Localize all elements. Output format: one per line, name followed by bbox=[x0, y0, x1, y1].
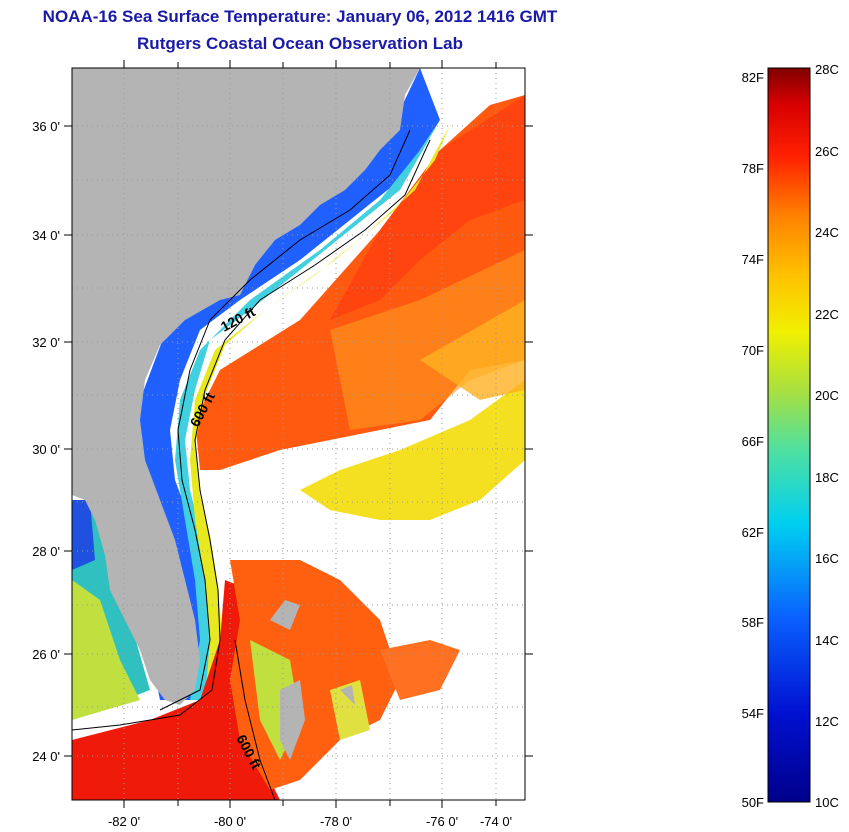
land-southeast-us bbox=[72, 68, 420, 705]
map-title: NOAA-16 Sea Surface Temperature: January… bbox=[42, 7, 558, 26]
lon-label: -80 0' bbox=[214, 814, 246, 829]
c-label: 14C bbox=[815, 633, 839, 648]
contour-120ft bbox=[159, 129, 411, 711]
lat-label: 34 0' bbox=[32, 228, 60, 243]
sst-offshore-yellow bbox=[300, 380, 525, 520]
lat-label: 26 0' bbox=[32, 647, 60, 662]
latitude-labels: 36 0' 34 0' 32 0' 30 0' 28 0' 26 0' 24 0… bbox=[32, 119, 60, 764]
lon-label: -74 0' bbox=[480, 814, 512, 829]
map-ticks bbox=[64, 60, 533, 808]
lat-label: 30 0' bbox=[32, 442, 60, 457]
f-label: 58F bbox=[742, 615, 764, 630]
colorbar-celsius-labels: 28C 26C 24C 22C 20C 18C 16C 14C 12C 10C bbox=[815, 62, 839, 810]
colorbar-fahrenheit-labels: 82F 78F 74F 70F 66F 62F 58F 54F 50F bbox=[742, 70, 764, 810]
lon-label: -78 0' bbox=[320, 814, 352, 829]
lon-label: -82 0' bbox=[108, 814, 140, 829]
f-label: 82F bbox=[742, 70, 764, 85]
map-subtitle: Rutgers Coastal Ocean Observation Lab bbox=[137, 34, 463, 53]
c-label: 26C bbox=[815, 144, 839, 159]
c-label: 18C bbox=[815, 470, 839, 485]
f-label: 54F bbox=[742, 706, 764, 721]
longitude-labels: -82 0' -80 0' -78 0' -76 0' -74 0' bbox=[108, 814, 512, 829]
f-label: 62F bbox=[742, 525, 764, 540]
contour-600ft bbox=[72, 139, 431, 731]
f-label: 50F bbox=[742, 795, 764, 810]
land-bahamas bbox=[270, 600, 300, 630]
c-label: 16C bbox=[815, 551, 839, 566]
lat-label: 28 0' bbox=[32, 544, 60, 559]
lon-label: -76 0' bbox=[426, 814, 458, 829]
sst-florida-strait bbox=[72, 580, 280, 800]
c-label: 24C bbox=[815, 225, 839, 240]
map-frame bbox=[71, 67, 526, 801]
c-label: 10C bbox=[815, 795, 839, 810]
lat-label: 32 0' bbox=[32, 335, 60, 350]
lat-label: 36 0' bbox=[32, 119, 60, 134]
c-label: 28C bbox=[815, 62, 839, 77]
lat-label: 24 0' bbox=[32, 749, 60, 764]
temperature-colorbar bbox=[767, 67, 811, 803]
f-label: 74F bbox=[742, 252, 764, 267]
f-label: 78F bbox=[742, 161, 764, 176]
c-label: 20C bbox=[815, 388, 839, 403]
c-label: 22C bbox=[815, 307, 839, 322]
map-plot-area bbox=[72, 68, 525, 800]
f-label: 66F bbox=[742, 434, 764, 449]
f-label: 70F bbox=[742, 343, 764, 358]
c-label: 12C bbox=[815, 714, 839, 729]
map-grid bbox=[72, 68, 525, 800]
